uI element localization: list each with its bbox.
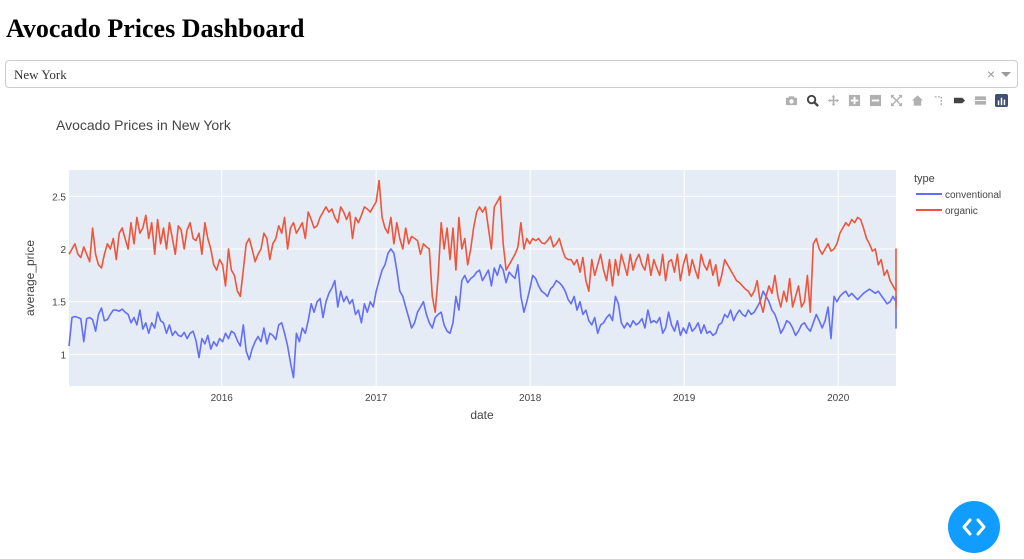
spike-lines-icon[interactable] [930,92,947,108]
clear-icon[interactable]: × [986,66,995,82]
x-tick-label: 2020 [827,393,850,404]
hover-closest-icon[interactable] [951,92,968,108]
x-tick-label: 2019 [673,393,696,404]
chart-title: Avocado Prices in New York [56,117,232,133]
x-tick-label: 2016 [211,393,234,404]
legend-label-organic: organic [945,206,978,217]
series-line-conventional[interactable] [68,248,897,379]
legend-label-conventional: conventional [945,190,1001,201]
zoom-out-icon[interactable] [867,92,884,108]
modebar [783,92,1010,108]
pan-icon[interactable] [825,92,842,108]
y-axis-label: average_price [23,240,37,316]
x-tick-label: 2017 [365,393,388,404]
hover-compare-icon[interactable] [972,92,989,108]
zoom-in-icon[interactable] [846,92,863,108]
y-tick-label: 1 [60,350,66,361]
legend-item-conventional[interactable]: conventional [916,190,1001,201]
reset-axes-icon[interactable] [909,92,926,108]
code-toggle-button[interactable] [948,501,1000,553]
y-tick-label: 1.5 [52,298,66,309]
legend-item-organic[interactable]: organic [916,206,978,217]
price-chart[interactable]: Avocado Prices in New York 1 1.5 2 2.5 2016 2… [0,110,1024,440]
page-title: Avocado Prices Dashboard [6,14,305,43]
chevron-down-icon[interactable] [1001,72,1011,77]
autoscale-icon[interactable] [888,92,905,108]
plotly-logo-icon[interactable] [993,92,1010,108]
x-tick-label: 2018 [519,393,542,404]
y-tick-label: 2.5 [52,192,66,203]
code-icon [962,518,986,536]
series-line-organic[interactable] [68,179,897,313]
dropdown-selected-value: New York [14,67,67,82]
legend-title: type [914,173,935,185]
x-axis-label: date [470,408,494,422]
camera-icon[interactable] [783,92,800,108]
y-tick-label: 2 [60,245,66,256]
region-dropdown[interactable]: New York × [5,60,1018,88]
zoom-icon[interactable] [804,92,821,108]
